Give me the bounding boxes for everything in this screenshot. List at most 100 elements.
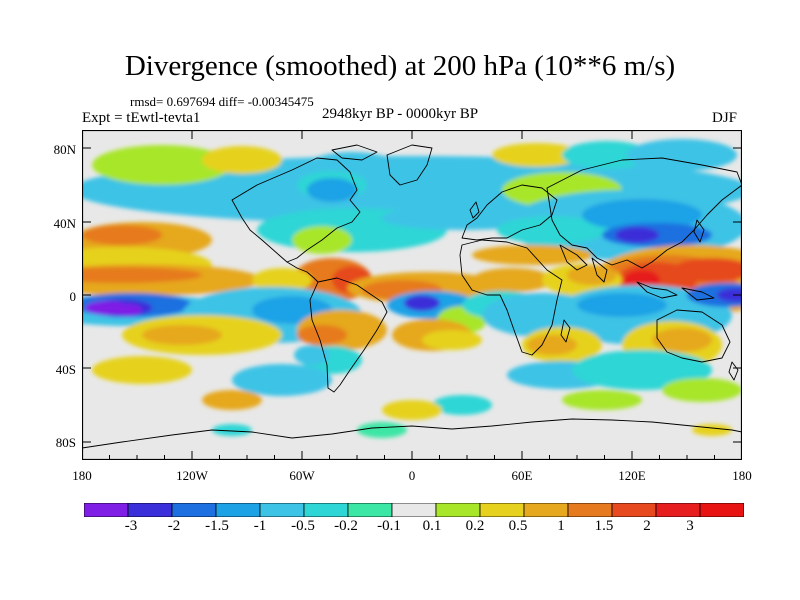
colorbar-label: -1 — [253, 518, 267, 534]
colorbar-swatch — [391, 503, 437, 517]
field-region — [692, 424, 732, 436]
lon-label-180e: 180 — [732, 468, 752, 483]
colorbar-label: 2 — [643, 518, 651, 534]
field-region — [297, 325, 347, 345]
colorbar-label: -0.5 — [291, 518, 315, 534]
lat-label-80s: 80S — [55, 435, 76, 450]
lat-label-40n: 40N — [53, 216, 76, 231]
colorbar-label: -0.1 — [377, 518, 401, 534]
colorbar-label: 1.5 — [594, 518, 614, 534]
lat-label-40s: 40S — [55, 362, 76, 377]
field-region — [615, 227, 659, 243]
lon-label-120w: 120W — [176, 468, 208, 483]
colorbar-label: 0.1 — [422, 518, 442, 534]
coastline — [286, 261, 319, 283]
coastline — [309, 277, 388, 393]
coastline — [560, 319, 571, 343]
colorbar-swatch — [699, 503, 744, 517]
field-region — [572, 350, 712, 390]
field-region — [624, 270, 660, 290]
field-region — [472, 245, 592, 265]
coastline — [636, 281, 678, 299]
field-region — [497, 216, 607, 244]
colorbar-swatch — [479, 503, 525, 517]
field-region — [562, 390, 642, 410]
coastline — [469, 201, 480, 219]
colorbar-label: -0.2 — [334, 518, 358, 534]
coastline — [459, 239, 563, 356]
coastlines — [82, 144, 742, 449]
colorbar-swatch — [435, 503, 481, 517]
field-region — [717, 288, 742, 302]
colorbar-label: 3 — [686, 518, 694, 534]
colorbar-label: -3 — [124, 518, 138, 534]
coastline — [559, 244, 588, 271]
season-label: DJF — [712, 110, 738, 126]
coastline — [656, 309, 731, 363]
field-region — [562, 141, 652, 169]
field-region — [294, 345, 330, 365]
chart-title: Divergence (smoothed) at 200 hPa (10**6 … — [124, 50, 676, 82]
colorbar-swatch — [84, 503, 129, 517]
field-region — [652, 328, 712, 352]
colorbar-swatch — [171, 503, 217, 517]
colorbar-swatch — [127, 503, 173, 517]
experiment-label: Expt = tEwtl-tevta1 — [82, 110, 201, 126]
divergence-map — [82, 130, 742, 460]
coastline — [231, 157, 361, 263]
colorbar-label: 1 — [557, 518, 565, 534]
lat-label-0: 0 — [69, 289, 77, 304]
coastline — [728, 361, 739, 381]
period-label: 2948kyr BP - 0000kyr BP — [322, 106, 479, 122]
colorbar-swatch — [611, 503, 657, 517]
colorbar-label: -2 — [167, 518, 181, 534]
field-region — [82, 267, 202, 283]
colorbar — [84, 503, 744, 517]
coastline — [546, 157, 742, 269]
field-region — [422, 330, 482, 350]
stats-label: rmsd= 0.697694 diff= -0.00345475 — [130, 94, 314, 109]
coastline — [331, 144, 378, 161]
field-region — [92, 145, 232, 185]
lon-label-0: 0 — [408, 468, 416, 483]
field-region — [202, 390, 262, 410]
field-region — [82, 225, 162, 245]
field-region — [627, 139, 737, 171]
field-region — [382, 206, 542, 230]
colorbar-swatch — [347, 503, 393, 517]
coastline — [693, 219, 705, 243]
field-region — [577, 293, 667, 317]
lon-label-180w: 180 — [72, 468, 92, 483]
colorbar-swatch — [523, 503, 569, 517]
coastline — [461, 184, 558, 241]
colorbar-swatch — [655, 503, 701, 517]
coastline — [681, 287, 715, 301]
field-region — [492, 143, 582, 167]
colorbar-swatch — [303, 503, 349, 517]
field-region — [112, 304, 142, 316]
field-region — [232, 364, 332, 396]
field-region — [662, 378, 742, 402]
field-region — [142, 325, 222, 345]
lon-label-60e: 60E — [511, 468, 533, 483]
colorbar-swatch — [259, 503, 305, 517]
field-region — [672, 258, 742, 282]
field-region — [252, 268, 312, 292]
coastline — [386, 144, 433, 186]
field-region — [404, 295, 440, 311]
lon-label-60w: 60W — [289, 468, 315, 483]
colorbar-swatch — [567, 503, 613, 517]
colorbar-swatch — [215, 503, 261, 517]
colorbar-label: 0.2 — [465, 518, 485, 534]
coastline — [82, 418, 742, 449]
field-region — [202, 146, 282, 174]
field-region — [212, 424, 252, 436]
colorbar-label: 0.5 — [508, 518, 528, 534]
colorbar-label: -1.5 — [205, 518, 229, 534]
field-region — [582, 199, 702, 231]
field-region — [432, 395, 492, 415]
field-region — [472, 268, 552, 292]
field-region — [357, 422, 407, 438]
field-region — [307, 178, 357, 202]
lon-label-120e: 120E — [618, 468, 646, 483]
